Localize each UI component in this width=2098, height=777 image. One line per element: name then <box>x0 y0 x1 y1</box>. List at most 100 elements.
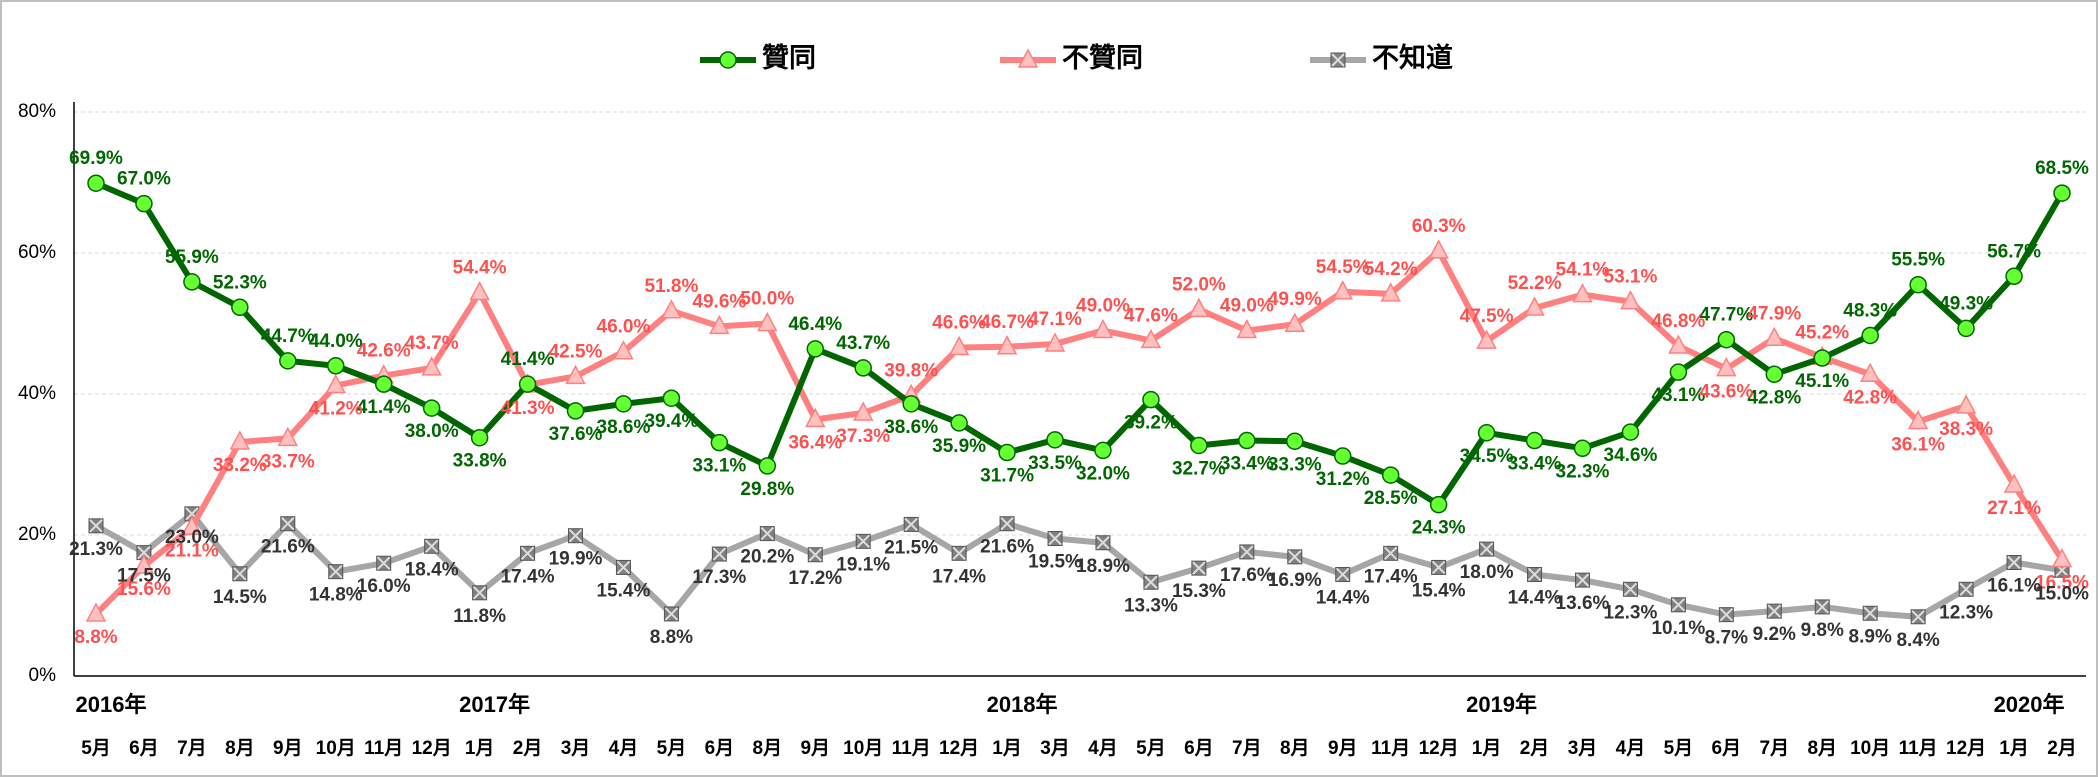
marker <box>277 426 299 447</box>
marker <box>615 559 631 575</box>
data-label: 54.2% <box>1364 259 1418 280</box>
marker <box>2053 184 2071 202</box>
y-tick-label: 20% <box>18 524 56 545</box>
marker-cross <box>1144 575 1158 589</box>
data-label: 24.3% <box>1412 518 1466 539</box>
data-label: 44.0% <box>309 331 363 352</box>
marker-cross <box>1000 517 1014 531</box>
x-tick-label: 5月 <box>1664 738 1694 759</box>
marker-cross <box>1575 573 1590 587</box>
data-label: 16.1% <box>1987 576 2041 597</box>
data-label: 17.2% <box>788 568 842 589</box>
marker <box>424 538 440 554</box>
marker <box>1716 357 1737 377</box>
data-label: 56.7% <box>1987 241 2041 262</box>
marker <box>1572 282 1593 303</box>
marker <box>374 375 393 393</box>
marker <box>1957 319 1975 338</box>
marker <box>1621 423 1640 441</box>
series-line <box>93 247 2065 617</box>
x-tick-label: 5月 <box>657 738 687 759</box>
marker <box>1573 439 1592 458</box>
x-tick-label: 2月 <box>513 738 543 759</box>
marker-cross <box>1096 536 1110 550</box>
x-tick-label: 6月 <box>705 738 735 759</box>
x-tick-label: 8月 <box>753 738 783 759</box>
marker <box>279 352 297 370</box>
data-label: 17.5% <box>117 566 171 587</box>
marker <box>854 359 872 377</box>
data-label: 32.3% <box>1556 461 1610 482</box>
marker <box>1527 566 1543 582</box>
year-label: 2017年 <box>459 692 530 717</box>
year-label: 2018年 <box>987 692 1058 717</box>
x-tick-label: 2月 <box>1520 738 1550 759</box>
marker-cross <box>89 519 103 533</box>
marker <box>1862 605 1878 621</box>
data-label: 23.0% <box>165 527 219 548</box>
year-label: 2016年 <box>76 692 147 717</box>
data-label: 33.4% <box>1508 454 1562 475</box>
data-label: 29.8% <box>740 479 794 500</box>
data-label: 42.8% <box>1747 387 1801 408</box>
x-tick-label: 9月 <box>800 738 830 759</box>
data-label: 18.0% <box>1460 562 1514 583</box>
marker <box>663 606 679 622</box>
marker <box>231 298 249 317</box>
marker <box>758 457 777 475</box>
data-label: 21.6% <box>261 537 315 558</box>
data-label: 33.5% <box>1028 453 1082 474</box>
x-tick-label: 12月 <box>1946 738 1986 759</box>
marker <box>1718 607 1734 623</box>
marker <box>1092 318 1114 339</box>
marker <box>183 273 201 291</box>
x-tick-label: 11月 <box>364 738 403 759</box>
marker <box>1668 334 1689 354</box>
x-tick-label: 1月 <box>465 738 495 759</box>
year-label: 2019年 <box>1466 692 1537 717</box>
x-tick-label: 10月 <box>1850 738 1890 759</box>
marker <box>280 516 296 532</box>
marker <box>1284 312 1306 332</box>
marker <box>328 564 344 580</box>
data-label: 18.9% <box>1076 556 1130 577</box>
marker <box>472 585 488 601</box>
data-label: 19.5% <box>1028 552 1082 573</box>
x-tick-label: 1月 <box>992 738 1022 759</box>
data-label: 33.8% <box>453 451 507 472</box>
data-label: 50.0% <box>740 289 794 310</box>
data-label: 46.6% <box>932 312 986 333</box>
data-label: 39.4% <box>644 411 698 432</box>
data-label: 38.0% <box>405 421 459 442</box>
x-tick-label: 1月 <box>1472 738 1502 759</box>
data-label: 18.4% <box>405 559 459 580</box>
marker <box>2005 267 2023 286</box>
data-label: 8.9% <box>1849 626 1892 647</box>
marker-cross <box>1240 545 1254 559</box>
x-tick-label: 9月 <box>273 738 303 759</box>
x-tick-label: 11月 <box>1899 738 1938 759</box>
marker <box>1239 544 1255 560</box>
x-tick-label: 4月 <box>1616 738 1646 759</box>
data-label: 14.4% <box>1316 587 1370 608</box>
data-label: 68.5% <box>2035 158 2089 179</box>
marker <box>85 602 107 622</box>
marker-cross <box>808 548 822 562</box>
data-label: 33.7% <box>261 451 315 472</box>
data-label: 42.6% <box>357 341 411 362</box>
data-label: 54.1% <box>1556 260 1610 281</box>
marker <box>1813 349 1831 367</box>
data-label: 12.3% <box>1939 602 1993 623</box>
marker <box>1286 432 1304 450</box>
x-tick-label: 12月 <box>939 738 979 759</box>
marker <box>1428 239 1449 259</box>
x-tick-label: 5月 <box>81 738 111 759</box>
x-tick-label: 3月 <box>1568 738 1598 759</box>
x-tick-label: 3月 <box>561 738 591 759</box>
data-label: 39.2% <box>1124 413 1178 434</box>
x-tick-label: 7月 <box>1232 738 1262 759</box>
data-label: 43.6% <box>1699 382 1753 403</box>
data-label: 47.5% <box>1460 306 1514 327</box>
x-tick-label: 2月 <box>2047 738 2077 759</box>
marker <box>1238 431 1256 450</box>
